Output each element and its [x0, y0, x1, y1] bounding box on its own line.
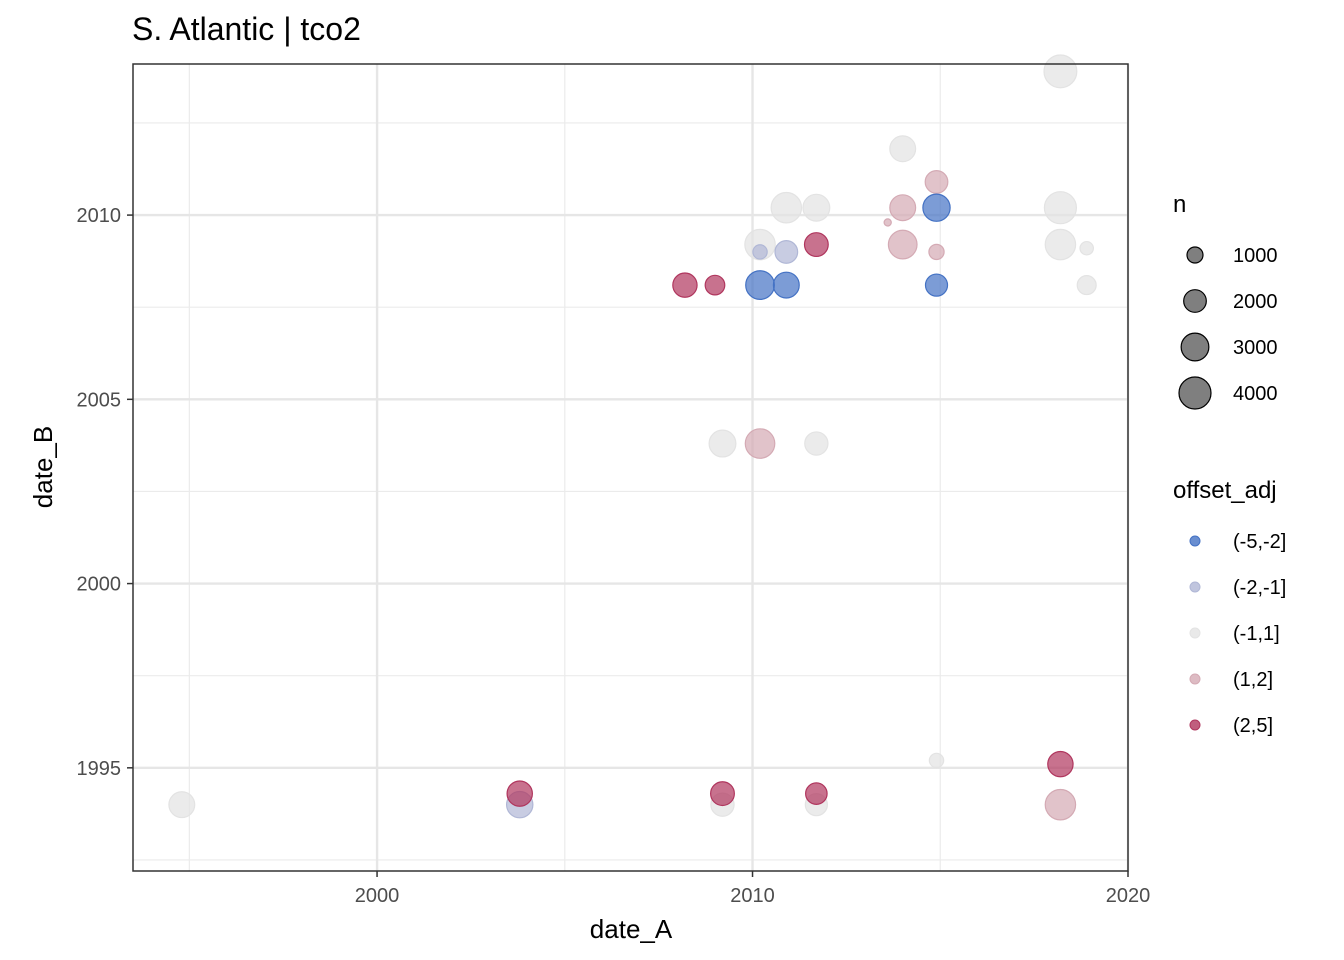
data-point — [1044, 228, 1077, 261]
size-legend-key — [1178, 376, 1212, 410]
data-point — [1044, 788, 1077, 821]
data-point — [803, 232, 829, 258]
data-point — [1047, 750, 1074, 778]
data-point — [889, 135, 917, 163]
x-axis-title: date_A — [590, 914, 673, 944]
data-point — [887, 229, 918, 260]
data-point — [928, 752, 945, 769]
data-point — [704, 274, 726, 296]
color-legend-label: (1,2] — [1233, 669, 1273, 691]
y-tick-label: 2010 — [77, 205, 122, 227]
data-point — [924, 273, 949, 297]
data-point — [1043, 191, 1078, 225]
color-legend-key — [1189, 581, 1201, 593]
data-point — [1076, 275, 1097, 296]
data-point — [752, 244, 768, 260]
size-legend-label: 2000 — [1233, 291, 1278, 313]
series-(-5,-2] — [745, 193, 951, 301]
data-point — [1079, 240, 1094, 256]
panel-border — [132, 63, 1129, 872]
data-point — [672, 272, 698, 298]
color-legend-label: (2,5] — [1233, 715, 1273, 737]
data-point — [745, 270, 775, 301]
color-legend-title: offset_adj — [1173, 477, 1277, 504]
data-point — [506, 780, 533, 807]
x-tick-label: 2010 — [730, 885, 775, 907]
data-point — [744, 428, 776, 459]
data-point — [924, 170, 949, 194]
plot-panel: 2000 2010 2020 1995 2000 2005 2010 — [77, 54, 1151, 907]
size-legend: 1000 2000 3000 4000 — [1178, 245, 1278, 410]
color-legend-key — [1189, 627, 1201, 639]
series-(2,5] — [506, 232, 1074, 807]
data-point — [708, 429, 737, 458]
series-(1,2] — [744, 170, 1077, 821]
size-legend-title: n — [1173, 191, 1186, 218]
data-point — [710, 781, 735, 807]
size-legend-key — [1183, 289, 1207, 313]
data-point — [802, 193, 831, 222]
legend: n 1000 2000 3000 4000 offset_adj (-5,-2] (-2… — [1173, 191, 1286, 737]
data-point — [928, 243, 945, 261]
color-legend-key — [1189, 673, 1201, 685]
color-legend-key — [1189, 535, 1201, 547]
y-tick-label: 1995 — [77, 758, 122, 780]
color-legend-key — [1189, 719, 1201, 731]
size-legend-label: 4000 — [1233, 383, 1278, 405]
chart-title: S. Atlantic | tco2 — [132, 11, 361, 47]
color-legend-label: (-2,-1] — [1233, 577, 1286, 599]
color-legend-label: (-1,1] — [1233, 623, 1280, 645]
data-point — [883, 218, 892, 227]
data-point — [889, 194, 917, 222]
y-tick-label: 2005 — [77, 389, 122, 411]
data-point — [804, 431, 829, 456]
size-legend-key — [1186, 246, 1204, 264]
data-point — [774, 240, 799, 264]
color-legend-label: (-5,-2] — [1233, 531, 1286, 553]
color-legend: (-5,-2] (-2,-1] (-1,1] (1,2] (2,5] — [1189, 531, 1286, 737]
x-tick-label: 2000 — [355, 885, 400, 907]
data-point — [770, 191, 803, 224]
data-point — [922, 193, 951, 222]
data-point — [1043, 54, 1078, 89]
size-legend-key — [1180, 332, 1210, 362]
size-legend-label: 3000 — [1233, 337, 1278, 359]
y-tick-label: 2000 — [77, 574, 122, 596]
y-axis-title: date_B — [28, 426, 58, 508]
size-legend-label: 1000 — [1233, 245, 1278, 267]
data-point — [168, 791, 196, 819]
panel-background — [133, 64, 1128, 871]
data-point — [805, 782, 828, 805]
data-point — [772, 271, 800, 299]
x-tick-label: 2020 — [1106, 885, 1151, 907]
